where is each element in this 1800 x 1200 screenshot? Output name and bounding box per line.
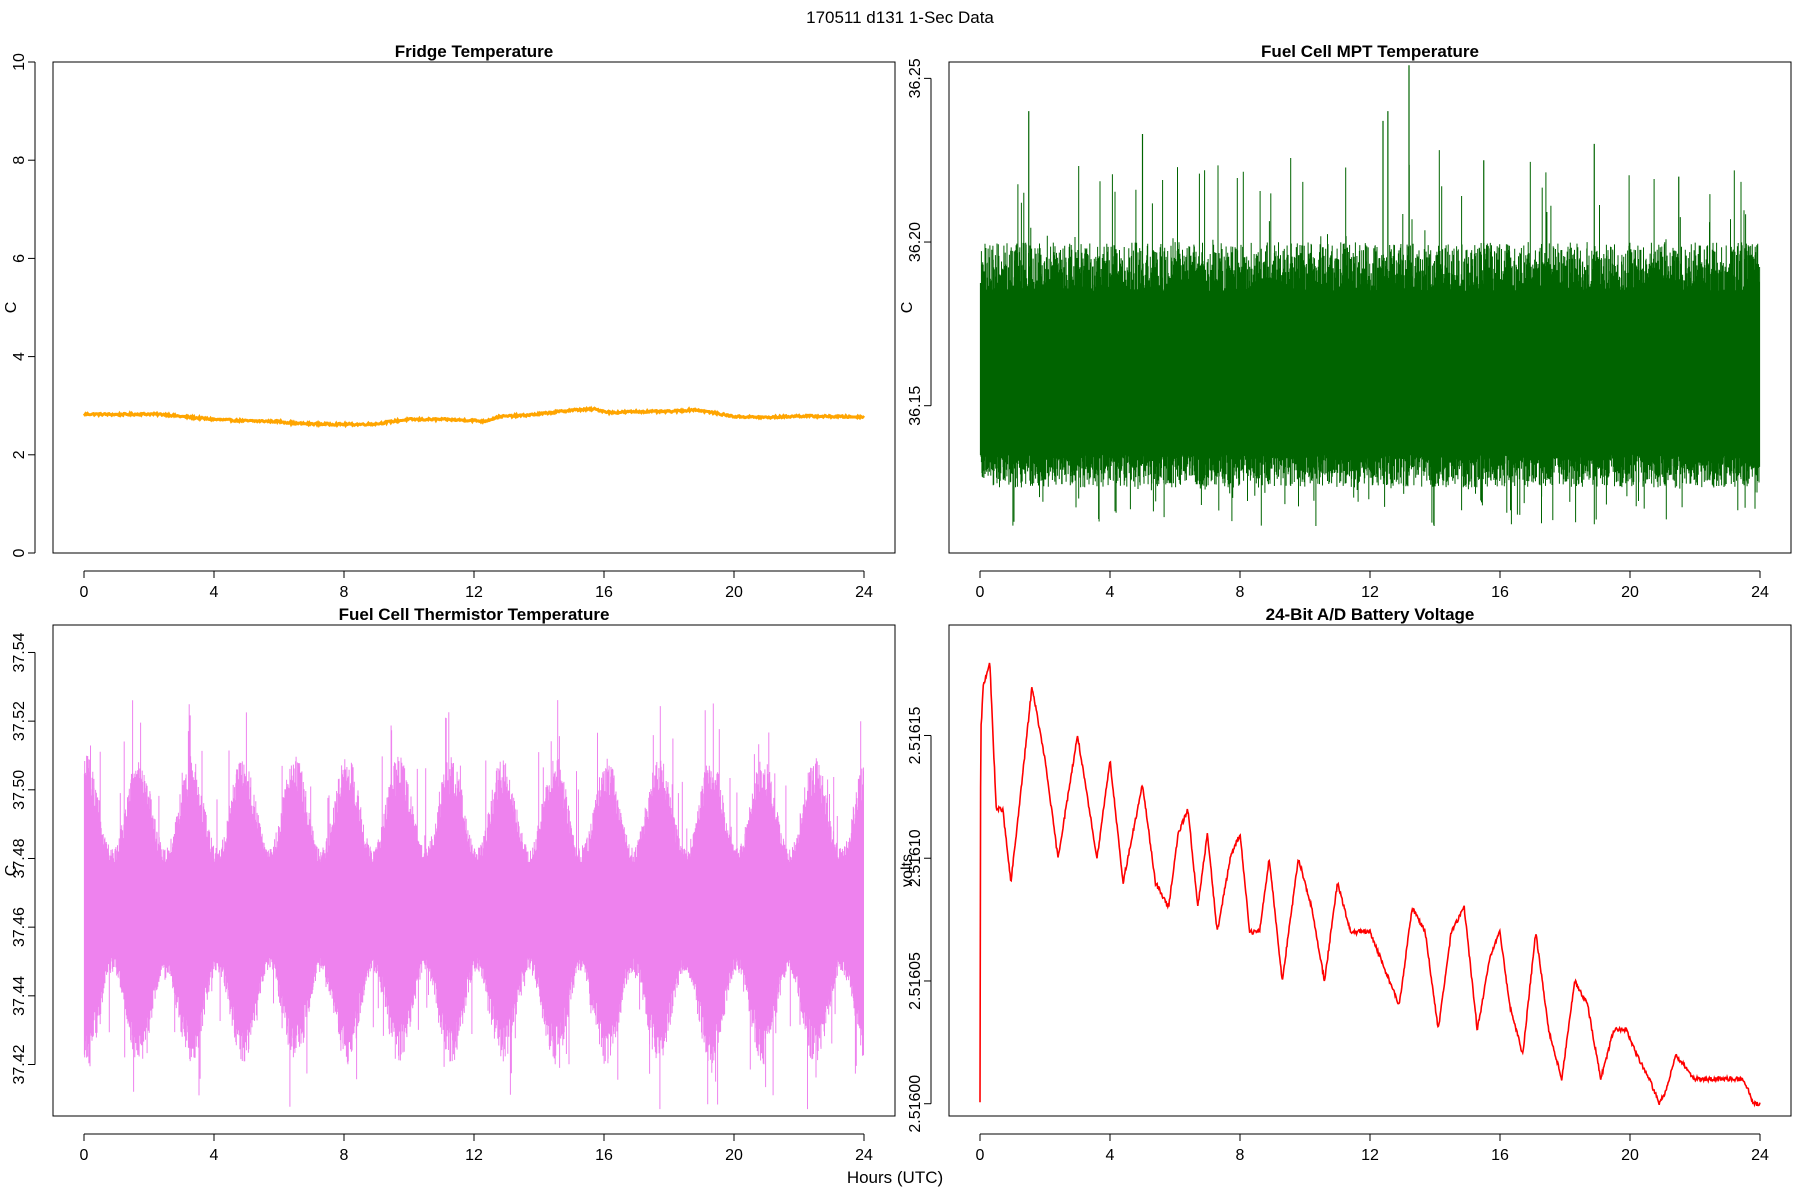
panel-title: 24-Bit A/D Battery Voltage bbox=[1266, 605, 1475, 624]
x-tick-label: 20 bbox=[725, 1147, 743, 1164]
x-tick-label: 8 bbox=[340, 584, 349, 601]
battery-voltage-line bbox=[979, 662, 1761, 1108]
series bbox=[83, 700, 864, 1110]
x-tick-label: 24 bbox=[855, 584, 873, 601]
x-tick-label: 0 bbox=[80, 1147, 89, 1164]
x-tick-label: 12 bbox=[465, 1147, 483, 1164]
x-tick-label: 16 bbox=[595, 584, 613, 601]
thermistor-temperature-core-band bbox=[84, 861, 864, 959]
y-tick-label: 36.25 bbox=[907, 58, 924, 98]
y-axis-label: C bbox=[3, 302, 20, 314]
y-tick-label: 36.15 bbox=[907, 386, 924, 426]
x-tick-label: 16 bbox=[1491, 584, 1509, 601]
x-tick-label: 0 bbox=[976, 584, 985, 601]
y-tick-label: 0 bbox=[11, 548, 28, 557]
y-tick-label: 37.50 bbox=[11, 770, 28, 810]
series bbox=[979, 65, 1761, 526]
x-tick-label: 8 bbox=[340, 1147, 349, 1164]
y-axis-label: volts bbox=[899, 854, 916, 887]
y-tick-label: 8 bbox=[11, 156, 28, 165]
x-tick-label: 0 bbox=[976, 1147, 985, 1164]
y-tick-label: 37.52 bbox=[11, 701, 28, 741]
y-tick-label: 37.48 bbox=[11, 838, 28, 878]
plot-frame bbox=[52, 624, 896, 1117]
y-tick-label: 2.51605 bbox=[907, 952, 924, 1010]
figure-title: 170511 d131 1-Sec Data bbox=[806, 8, 994, 27]
y-tick-label: 37.44 bbox=[11, 976, 28, 1016]
fridge-temperature-line bbox=[82, 405, 866, 429]
x-tick-label: 8 bbox=[1236, 1147, 1245, 1164]
y-tick-label: 10 bbox=[11, 53, 28, 71]
plot-frame bbox=[52, 61, 896, 554]
x-tick-label: 20 bbox=[1621, 584, 1639, 601]
y-tick-label: 2.51615 bbox=[907, 706, 924, 764]
y-axis-label: C bbox=[3, 865, 20, 877]
y-tick-label: 6 bbox=[11, 254, 28, 263]
panel-4: 24-Bit A/D Battery Voltage volts 0 4 8 12 16 20… bbox=[899, 605, 1792, 1164]
panel-3: Fuel Cell Thermistor Temperature C 0 4 8 12 16… bbox=[3, 605, 896, 1164]
x-tick-label: 12 bbox=[1361, 584, 1379, 601]
x-tick-label: 4 bbox=[210, 1147, 219, 1164]
x-tick-label: 24 bbox=[1751, 584, 1769, 601]
y-tick-label: 2.51610 bbox=[907, 829, 924, 887]
panel-title: Fuel Cell Thermistor Temperature bbox=[339, 605, 610, 624]
y-tick-label: 36.20 bbox=[907, 222, 924, 262]
x-tick-label: 4 bbox=[1106, 1147, 1115, 1164]
panel-2: Fuel Cell MPT Temperature C 0 4 8 12 16 20 24 36.… bbox=[899, 42, 1792, 601]
x-tick-label: 16 bbox=[1491, 1147, 1509, 1164]
panel-title: Fuel Cell MPT Temperature bbox=[1261, 42, 1479, 61]
x-tick-label: 20 bbox=[1621, 1147, 1639, 1164]
plot-frame bbox=[948, 61, 1792, 554]
x-tick-label: 20 bbox=[725, 584, 743, 601]
x-tick-label: 12 bbox=[465, 584, 483, 601]
series bbox=[979, 662, 1761, 1108]
x-tick-label: 24 bbox=[855, 1147, 873, 1164]
series bbox=[82, 405, 866, 429]
y-tick-label: 2 bbox=[11, 450, 28, 459]
plot-frame bbox=[948, 624, 1792, 1117]
x-tick-label: 0 bbox=[80, 584, 89, 601]
x-tick-label: 8 bbox=[1236, 584, 1245, 601]
y-axis-label: C bbox=[899, 302, 916, 314]
x-tick-label: 12 bbox=[1361, 1147, 1379, 1164]
y-tick-label: 37.46 bbox=[11, 907, 28, 947]
y-tick-label: 4 bbox=[11, 352, 28, 361]
x-tick-label: 24 bbox=[1751, 1147, 1769, 1164]
panel-title: Fridge Temperature bbox=[395, 42, 553, 61]
x-tick-label: 4 bbox=[210, 584, 219, 601]
y-tick-label: 37.54 bbox=[11, 632, 28, 672]
x-tick-label: 4 bbox=[1106, 584, 1115, 601]
mpt-temperature-core-band bbox=[980, 291, 1760, 455]
x-tick-label: 16 bbox=[595, 1147, 613, 1164]
y-tick-label: 37.42 bbox=[11, 1044, 28, 1084]
y-tick-label: 2.51600 bbox=[907, 1075, 924, 1133]
figure-xlabel: Hours (UTC) bbox=[847, 1168, 943, 1187]
